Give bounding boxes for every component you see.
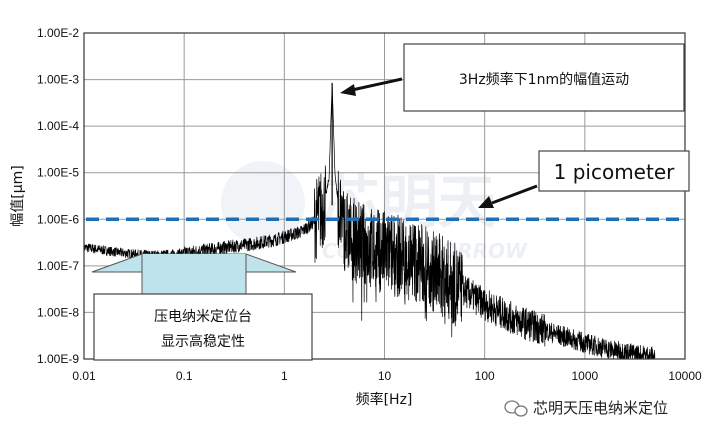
- callout-picometer: 1 picometer: [478, 150, 690, 208]
- y-tick-label: 1.00E-7: [37, 259, 79, 273]
- series-layer: [83, 82, 656, 360]
- y-tick-label: 1.00E-4: [37, 119, 79, 133]
- callout-picometer-text: 1 picometer: [554, 160, 676, 184]
- callout-3hz-text: 3Hz频率下1nm的幅值运动: [459, 71, 629, 88]
- x-tick-label: 1: [281, 369, 288, 383]
- brand-text: 芯明天压电纳米定位: [533, 399, 668, 417]
- x-tick-label: 0.1: [176, 369, 193, 383]
- watermark-logo-icon: [221, 161, 305, 245]
- callout-stability-line1: 压电纳米定位台: [154, 309, 252, 325]
- callout-picometer-box: [538, 150, 690, 192]
- y-tick-label: 1.00E-5: [37, 166, 79, 180]
- watermark-cn: 芯明天: [322, 168, 496, 236]
- callout-3hz-arrowhead: [340, 84, 356, 96]
- x-tick-label: 0.01: [72, 369, 96, 383]
- series-line: [83, 85, 656, 360]
- y-tick-label: 1.00E-3: [37, 73, 79, 87]
- x-tick-label: 1000: [571, 369, 598, 383]
- y-tick-label: 1.00E-8: [37, 305, 79, 319]
- y-axis-label: 幅值[µm]: [10, 165, 26, 226]
- y-tick-label: 1.00E-6: [37, 212, 79, 226]
- callout-3hz-arrow: [351, 77, 403, 92]
- x-tick-label: 10: [378, 369, 392, 383]
- tick-labels: 0.01 0.1 1 10 100 1000 10000 1.00E-2 1.00E-3 1.00…: [37, 26, 702, 383]
- y-tick-label: 1.00E-2: [37, 26, 79, 40]
- x-axis-label: 频率[Hz]: [356, 391, 413, 408]
- callout-picometer-arrow: [491, 184, 538, 205]
- callout-stability: 压电纳米定位台 显示高稳定性: [91, 253, 313, 361]
- brand-footer: 芯明天压电纳米定位: [504, 399, 668, 417]
- plot-frame: [83, 32, 686, 360]
- wechat-icon: [504, 400, 528, 417]
- callout-stability-line2: 显示高稳定性: [161, 333, 245, 350]
- callout-3hz: 3Hz频率下1nm的幅值运动: [340, 43, 685, 112]
- callout-3hz-box: [403, 43, 685, 112]
- x-tick-label: 100: [475, 369, 495, 383]
- y-tick-label: 1.00E-9: [37, 352, 79, 366]
- callout-picometer-arrowhead: [478, 196, 494, 208]
- stability-arrow-stem: [142, 254, 246, 296]
- callout-stability-box: [93, 293, 313, 361]
- x-tick-label: 10000: [668, 369, 702, 383]
